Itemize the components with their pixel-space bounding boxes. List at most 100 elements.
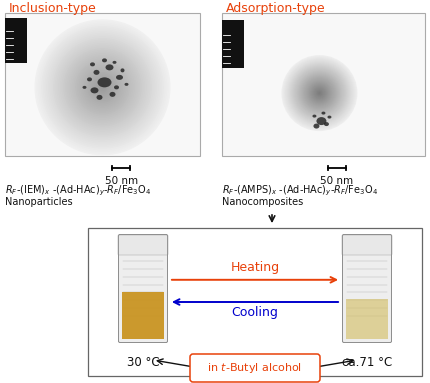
Ellipse shape [96, 95, 102, 100]
Ellipse shape [80, 65, 125, 110]
Ellipse shape [53, 38, 152, 137]
Ellipse shape [313, 87, 326, 100]
Bar [346, 299, 388, 339]
Ellipse shape [98, 82, 108, 92]
Ellipse shape [322, 111, 326, 115]
Ellipse shape [316, 90, 322, 96]
Ellipse shape [285, 59, 353, 127]
Ellipse shape [319, 92, 320, 94]
Ellipse shape [303, 77, 335, 109]
FancyBboxPatch shape [342, 235, 392, 255]
Ellipse shape [308, 82, 331, 105]
Ellipse shape [286, 60, 353, 126]
Ellipse shape [58, 43, 147, 131]
Text: 30 °C: 30 °C [127, 356, 159, 369]
Ellipse shape [61, 47, 143, 128]
Ellipse shape [316, 89, 323, 97]
Ellipse shape [292, 65, 347, 121]
Ellipse shape [38, 23, 167, 152]
Ellipse shape [316, 117, 326, 125]
Ellipse shape [91, 75, 114, 99]
Ellipse shape [101, 86, 104, 89]
Text: Nanocomposites: Nanocomposites [222, 197, 303, 207]
Ellipse shape [324, 122, 329, 126]
Ellipse shape [74, 59, 132, 116]
Ellipse shape [289, 63, 350, 123]
Bar [5, 18, 27, 63]
Ellipse shape [72, 57, 133, 118]
Ellipse shape [283, 57, 356, 129]
Ellipse shape [57, 41, 148, 133]
Ellipse shape [313, 115, 316, 118]
Ellipse shape [299, 73, 339, 113]
Ellipse shape [305, 79, 334, 107]
Ellipse shape [297, 70, 342, 116]
Text: $R_F$-(AMPS)$_x$ -(Ad-HAc)$_y$-$R_F$/Fe$_3$O$_4$: $R_F$-(AMPS)$_x$ -(Ad-HAc)$_y$-$R_F$/Fe$… [222, 184, 378, 198]
Ellipse shape [301, 74, 338, 112]
Ellipse shape [82, 67, 123, 108]
Text: in $\mathit{t}$-Butyl alcohol: in $\mathit{t}$-Butyl alcohol [207, 361, 303, 375]
Text: 50 nm: 50 nm [104, 176, 138, 186]
Ellipse shape [34, 20, 171, 155]
Ellipse shape [312, 85, 327, 101]
Ellipse shape [113, 61, 117, 64]
Ellipse shape [84, 69, 121, 106]
Ellipse shape [89, 74, 116, 101]
Text: Cooling: Cooling [232, 306, 279, 319]
Ellipse shape [70, 55, 135, 119]
Ellipse shape [296, 69, 343, 117]
Ellipse shape [293, 67, 346, 119]
Ellipse shape [46, 31, 159, 144]
Ellipse shape [65, 50, 140, 125]
Ellipse shape [314, 87, 325, 99]
Text: 50 nm: 50 nm [320, 176, 353, 186]
Ellipse shape [96, 80, 109, 94]
FancyBboxPatch shape [190, 354, 320, 382]
Bar [88, 228, 422, 376]
Ellipse shape [284, 58, 355, 128]
Ellipse shape [287, 61, 352, 125]
Ellipse shape [55, 40, 150, 135]
Ellipse shape [86, 70, 120, 104]
Ellipse shape [311, 85, 328, 101]
Ellipse shape [43, 28, 162, 147]
Ellipse shape [116, 75, 123, 80]
Ellipse shape [93, 70, 99, 75]
Ellipse shape [90, 62, 95, 66]
Bar [222, 20, 244, 68]
Ellipse shape [310, 83, 329, 103]
Ellipse shape [282, 55, 357, 131]
Ellipse shape [102, 58, 107, 62]
Text: Heating: Heating [230, 261, 280, 274]
Text: $R_F$-(IEM)$_x$ -(Ad-HAc)$_y$-$R_F$/Fe$_3$O$_4$: $R_F$-(IEM)$_x$ -(Ad-HAc)$_y$-$R_F$/Fe$_… [5, 184, 151, 198]
Ellipse shape [298, 71, 341, 115]
FancyBboxPatch shape [119, 234, 168, 342]
Ellipse shape [283, 56, 356, 130]
Ellipse shape [298, 72, 340, 114]
Ellipse shape [40, 25, 166, 150]
Text: Inclusion-type: Inclusion-type [9, 2, 97, 15]
Ellipse shape [45, 29, 160, 145]
Text: Adsorption-type: Adsorption-type [226, 2, 326, 15]
Ellipse shape [301, 75, 338, 111]
Ellipse shape [309, 83, 330, 103]
Ellipse shape [52, 36, 154, 138]
Ellipse shape [291, 65, 348, 121]
Ellipse shape [90, 87, 98, 93]
Ellipse shape [87, 77, 92, 81]
Bar [5, 13, 200, 156]
Ellipse shape [120, 68, 125, 72]
Ellipse shape [60, 45, 145, 130]
Ellipse shape [50, 34, 155, 140]
Ellipse shape [63, 48, 141, 126]
Bar [122, 292, 164, 339]
Ellipse shape [307, 81, 332, 105]
Ellipse shape [48, 33, 157, 142]
FancyBboxPatch shape [118, 235, 168, 255]
Ellipse shape [315, 88, 324, 98]
Ellipse shape [41, 26, 164, 149]
Ellipse shape [68, 53, 136, 121]
Ellipse shape [294, 67, 345, 119]
Bar [222, 13, 425, 156]
Ellipse shape [302, 76, 337, 110]
